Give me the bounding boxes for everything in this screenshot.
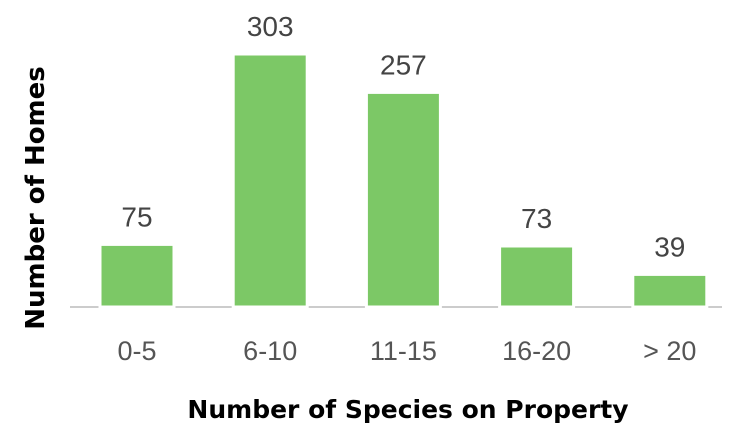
data-label-2: 257 bbox=[380, 49, 427, 80]
x-axis-label: Number of Species on Property bbox=[187, 395, 628, 424]
bar-4 bbox=[631, 272, 709, 309]
bar-2 bbox=[364, 90, 442, 309]
data-label-1: 303 bbox=[247, 11, 294, 42]
x-tick-label-4: > 20 bbox=[643, 336, 696, 366]
x-tick-label-3: 16-20 bbox=[502, 336, 571, 366]
bar-3 bbox=[498, 244, 576, 309]
data-label-0: 75 bbox=[121, 201, 152, 232]
data-label-3: 73 bbox=[521, 203, 552, 234]
labels-group: 75 0-5 303 6-10 257 11-15 73 16-20 39 > 20 bbox=[117, 11, 696, 366]
x-tick-label-0: 0-5 bbox=[117, 336, 156, 366]
y-axis-label: Number of Homes bbox=[21, 66, 51, 330]
bars-group bbox=[98, 52, 709, 309]
x-tick-label-1: 6-10 bbox=[243, 336, 297, 366]
bar-1 bbox=[231, 52, 309, 309]
data-label-4: 39 bbox=[654, 231, 685, 262]
bar-0 bbox=[98, 242, 176, 309]
x-tick-label-2: 11-15 bbox=[370, 336, 437, 366]
